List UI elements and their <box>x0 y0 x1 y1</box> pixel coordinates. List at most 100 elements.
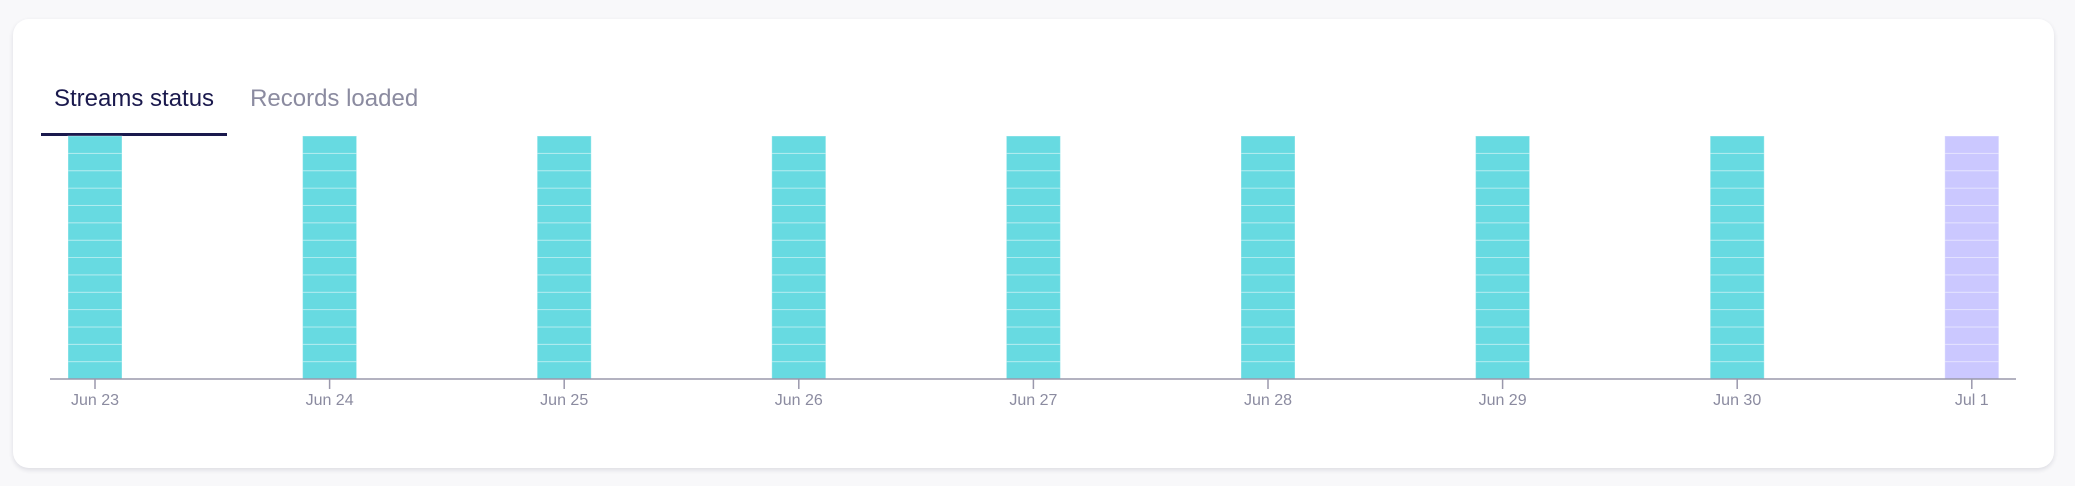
bar-segment-jun-24[interactable] <box>302 239 358 258</box>
bar-segment-jun-27[interactable] <box>1005 239 1061 258</box>
bar-segment-jun-28[interactable] <box>1240 361 1296 380</box>
bar-segment-jul-1[interactable] <box>1944 135 2000 154</box>
bar-segment-jun-27[interactable] <box>1005 274 1061 293</box>
bar-segment-jun-28[interactable] <box>1240 222 1296 241</box>
bar-segment-jun-25[interactable] <box>536 361 592 380</box>
bar-segment-jun-24[interactable] <box>302 361 358 380</box>
bar-segment-jun-28[interactable] <box>1240 204 1296 224</box>
bar-segment-jun-30[interactable] <box>1709 204 1765 224</box>
bar-segment-jun-28[interactable] <box>1240 187 1296 206</box>
bar-segment-jun-29[interactable] <box>1475 257 1531 276</box>
bar-segment-jun-30[interactable] <box>1709 361 1765 380</box>
bar-segment-jun-26[interactable] <box>771 309 827 328</box>
bar-segment-jul-1[interactable] <box>1944 291 2000 311</box>
bar-segment-jun-27[interactable] <box>1005 361 1061 380</box>
bar-segment-jun-29[interactable] <box>1475 152 1531 172</box>
bar-segment-jun-23[interactable] <box>67 222 123 241</box>
bar-segment-jun-23[interactable] <box>67 170 123 189</box>
bar-segment-jun-27[interactable] <box>1005 222 1061 241</box>
bar-segment-jul-1[interactable] <box>1944 204 2000 224</box>
bar-segment-jun-27[interactable] <box>1005 257 1061 276</box>
bar-segment-jun-30[interactable] <box>1709 222 1765 241</box>
bar-segment-jun-24[interactable] <box>302 152 358 172</box>
bar-segment-jun-28[interactable] <box>1240 309 1296 328</box>
bar-segment-jun-28[interactable] <box>1240 170 1296 189</box>
bar-segment-jun-23[interactable] <box>67 343 123 363</box>
bar-segment-jun-26[interactable] <box>771 239 827 258</box>
bar-segment-jun-25[interactable] <box>536 274 592 293</box>
bar-segment-jun-25[interactable] <box>536 187 592 206</box>
bar-segment-jun-24[interactable] <box>302 204 358 224</box>
bar-segment-jul-1[interactable] <box>1944 222 2000 241</box>
bar-segment-jun-24[interactable] <box>302 291 358 311</box>
tab-streams-status[interactable]: Streams status <box>41 77 228 136</box>
bar-segment-jun-30[interactable] <box>1709 135 1765 154</box>
bar-segment-jul-1[interactable] <box>1944 239 2000 258</box>
bar-segment-jun-27[interactable] <box>1005 204 1061 224</box>
bar-segment-jun-25[interactable] <box>536 204 592 224</box>
bar-segment-jul-1[interactable] <box>1944 187 2000 206</box>
bar-segment-jun-25[interactable] <box>536 326 592 345</box>
bar-segment-jun-30[interactable] <box>1709 274 1765 293</box>
bar-segment-jul-1[interactable] <box>1944 274 2000 293</box>
bar-segment-jun-26[interactable] <box>771 361 827 380</box>
bar-segment-jun-29[interactable] <box>1475 309 1531 328</box>
bar-segment-jun-23[interactable] <box>67 204 123 224</box>
bar-segment-jul-1[interactable] <box>1944 326 2000 345</box>
bar-segment-jun-27[interactable] <box>1005 291 1061 311</box>
bar-segment-jun-23[interactable] <box>67 257 123 276</box>
bar-segment-jun-28[interactable] <box>1240 135 1296 154</box>
bar-segment-jul-1[interactable] <box>1944 309 2000 328</box>
bar-segment-jun-29[interactable] <box>1475 274 1531 293</box>
bar-segment-jun-24[interactable] <box>302 257 358 276</box>
bar-segment-jun-27[interactable] <box>1005 135 1061 154</box>
bar-segment-jun-24[interactable] <box>302 170 358 189</box>
bar-segment-jun-25[interactable] <box>536 170 592 189</box>
bar-segment-jun-24[interactable] <box>302 326 358 345</box>
bar-segment-jul-1[interactable] <box>1944 257 2000 276</box>
bar-segment-jul-1[interactable] <box>1944 361 2000 380</box>
bar-segment-jun-24[interactable] <box>302 309 358 328</box>
bar-segment-jun-26[interactable] <box>771 170 827 189</box>
bar-segment-jun-23[interactable] <box>67 326 123 345</box>
bar-segment-jun-23[interactable] <box>67 274 123 293</box>
bar-segment-jun-28[interactable] <box>1240 239 1296 258</box>
bar-segment-jun-28[interactable] <box>1240 291 1296 311</box>
bar-segment-jun-30[interactable] <box>1709 343 1765 363</box>
bar-segment-jun-28[interactable] <box>1240 257 1296 276</box>
bar-segment-jun-28[interactable] <box>1240 326 1296 345</box>
bar-segment-jun-30[interactable] <box>1709 309 1765 328</box>
bar-segment-jun-26[interactable] <box>771 257 827 276</box>
bar-segment-jun-29[interactable] <box>1475 343 1531 363</box>
bar-segment-jun-25[interactable] <box>536 135 592 154</box>
bar-segment-jun-29[interactable] <box>1475 170 1531 189</box>
tab-records-loaded[interactable]: Records loaded <box>250 85 419 112</box>
bar-segment-jun-25[interactable] <box>536 309 592 328</box>
bar-segment-jun-25[interactable] <box>536 343 592 363</box>
bar-segment-jun-23[interactable] <box>67 152 123 172</box>
bar-segment-jun-26[interactable] <box>771 187 827 206</box>
bar-segment-jun-29[interactable] <box>1475 239 1531 258</box>
bar-segment-jun-27[interactable] <box>1005 152 1061 172</box>
bar-segment-jun-23[interactable] <box>67 291 123 311</box>
bar-segment-jun-29[interactable] <box>1475 187 1531 206</box>
bar-segment-jun-24[interactable] <box>302 135 358 154</box>
bar-segment-jul-1[interactable] <box>1944 152 2000 172</box>
bar-segment-jun-26[interactable] <box>771 291 827 311</box>
bar-segment-jun-27[interactable] <box>1005 326 1061 345</box>
bar-segment-jul-1[interactable] <box>1944 170 2000 189</box>
bar-segment-jun-24[interactable] <box>302 274 358 293</box>
bar-segment-jun-30[interactable] <box>1709 239 1765 258</box>
bar-segment-jun-24[interactable] <box>302 222 358 241</box>
bar-segment-jun-24[interactable] <box>302 343 358 363</box>
bar-segment-jun-29[interactable] <box>1475 222 1531 241</box>
bar-segment-jun-26[interactable] <box>771 152 827 172</box>
bar-segment-jun-30[interactable] <box>1709 152 1765 172</box>
bar-segment-jun-28[interactable] <box>1240 274 1296 293</box>
bar-segment-jun-27[interactable] <box>1005 170 1061 189</box>
bar-segment-jun-27[interactable] <box>1005 187 1061 206</box>
bar-segment-jun-23[interactable] <box>67 187 123 206</box>
bar-segment-jun-30[interactable] <box>1709 291 1765 311</box>
bar-segment-jun-25[interactable] <box>536 239 592 258</box>
bar-segment-jun-25[interactable] <box>536 291 592 311</box>
